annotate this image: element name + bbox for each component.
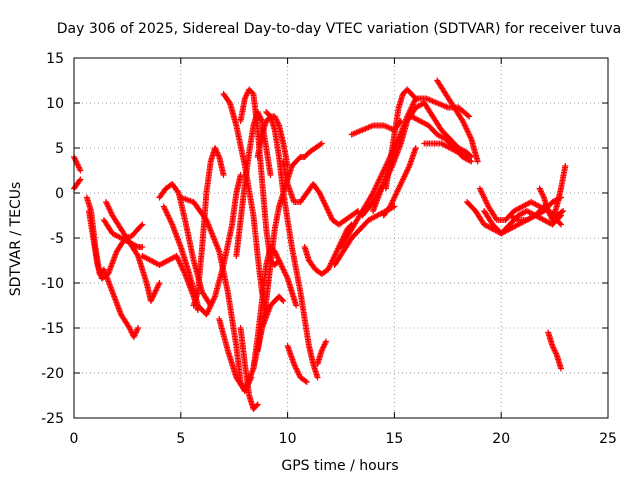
y-tick-label: -15 (41, 321, 64, 337)
data-point (77, 167, 84, 174)
y-tick-label: -5 (50, 231, 64, 247)
data-point (139, 221, 146, 228)
data-point (226, 98, 233, 105)
y-tick-label: -20 (41, 366, 64, 382)
data-point (267, 172, 274, 178)
data-point (139, 244, 146, 250)
data-point (249, 89, 256, 96)
series-s4 (85, 208, 146, 282)
y-tick-label: 10 (46, 96, 64, 112)
x-tick-label: 0 (70, 431, 79, 447)
series-s6 (100, 217, 146, 250)
data-point (135, 325, 142, 331)
y-axis-label: SDTVAR / TECUs (8, 182, 24, 297)
x-tick-label: 5 (176, 431, 185, 447)
series-s11 (190, 145, 227, 309)
data-point (174, 188, 181, 195)
x-tick-label: 10 (279, 431, 297, 447)
data-point (77, 176, 84, 183)
data-point (279, 296, 286, 303)
y-tick-label: -10 (41, 276, 64, 292)
x-tick-label: 25 (599, 431, 617, 447)
chart-title: Day 306 of 2025, Sidereal Day-to-day VTE… (57, 21, 621, 37)
x-tick-label: 15 (385, 431, 403, 447)
data-point (220, 172, 227, 178)
series-s15 (237, 86, 283, 268)
x-tick-label: 20 (492, 431, 510, 447)
data-point (237, 172, 244, 178)
data-point (134, 251, 141, 258)
data-point (156, 280, 163, 286)
y-tick-label: -25 (41, 411, 64, 427)
y-tick-label: 0 (55, 186, 64, 202)
data-point (76, 177, 83, 184)
data-point (138, 222, 145, 229)
y-tick-label: 5 (55, 141, 64, 157)
data-marks (71, 77, 569, 412)
data-point (280, 298, 287, 304)
y-tick-label: 15 (46, 51, 64, 67)
x-axis-label: GPS time / hours (281, 458, 398, 474)
